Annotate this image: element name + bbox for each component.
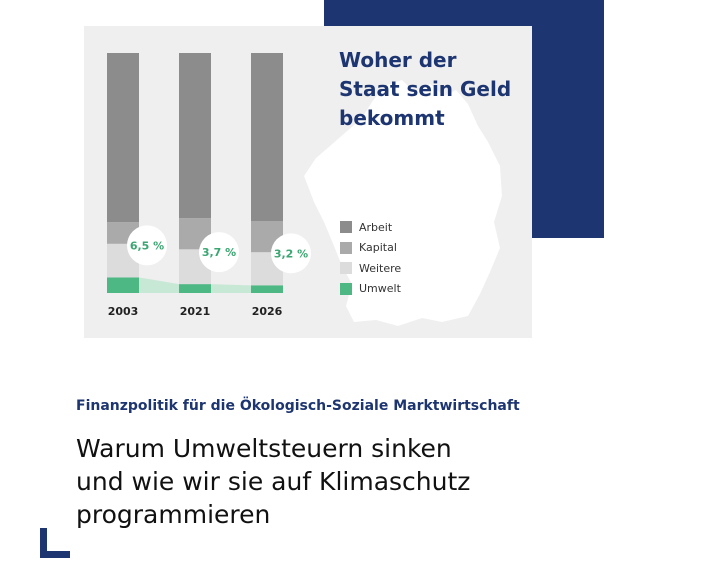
- headline-line: und wie wir sie auf Klimaschutz: [76, 467, 471, 496]
- germany-map-silhouette: [304, 80, 502, 326]
- page-headline: Warum Umweltsteuern sinken und wie wir s…: [76, 432, 676, 531]
- corner-bracket-mark: [40, 528, 70, 558]
- data-label-umwelt-2026: 3,2 %: [274, 247, 308, 260]
- legend-item-weitere: Weitere: [340, 258, 401, 279]
- bar-segment-umwelt-2021: [179, 284, 211, 293]
- legend-swatch: [340, 241, 352, 254]
- legend-swatch: [340, 221, 352, 234]
- bar-segment-umwelt-2003: [107, 277, 139, 293]
- chart-card: 6,5 % 3,7 % 3,2 % 2003 2021 2026 Woher der St…: [84, 26, 532, 338]
- legend-label: Kapital: [359, 241, 397, 255]
- headline-line: programmieren: [76, 500, 271, 529]
- legend-label: Weitere: [359, 261, 402, 275]
- x-tick-label: 2021: [180, 305, 211, 318]
- x-tick-label: 2003: [108, 305, 139, 318]
- bar-segment-arbeit-2003: [107, 53, 139, 223]
- legend-item-kapital: Kapital: [340, 238, 401, 259]
- legend-item-arbeit: Arbeit: [340, 217, 401, 238]
- legend-item-umwelt: Umwelt: [340, 279, 401, 300]
- legend-label: Arbeit: [359, 220, 393, 234]
- chart-title-line: Staat sein Geld: [339, 77, 512, 101]
- legend-swatch: [340, 262, 352, 275]
- data-label-bubble: [127, 225, 167, 266]
- legend-swatch: [340, 282, 352, 295]
- bar-segment-umwelt-2026: [251, 285, 283, 293]
- chart-legend: Arbeit Kapital Weitere Umwelt: [340, 217, 401, 299]
- bar-segment-arbeit-2021: [179, 53, 211, 219]
- legend-label: Umwelt: [359, 282, 401, 296]
- data-label-bubble: [199, 232, 239, 273]
- data-label-umwelt-2003: 6,5 %: [130, 239, 164, 252]
- stacked-bar-chart: 6,5 % 3,7 % 3,2 % 2003 2021 2026: [107, 53, 502, 326]
- headline-line: Warum Umweltsteuern sinken: [76, 434, 452, 463]
- x-tick-label: 2026: [252, 305, 283, 318]
- chart-title-line: bekommt: [339, 106, 445, 130]
- bar-segment-arbeit-2026: [251, 53, 283, 221]
- chart-title-line: Woher der: [339, 48, 457, 72]
- chart-title: Woher der Staat sein Geld bekommt: [339, 46, 529, 133]
- page-subtitle: Finanzpolitik für die Ökologisch-Soziale…: [76, 398, 520, 414]
- data-label-bubble: [271, 233, 311, 274]
- data-label-umwelt-2021: 3,7 %: [202, 246, 236, 259]
